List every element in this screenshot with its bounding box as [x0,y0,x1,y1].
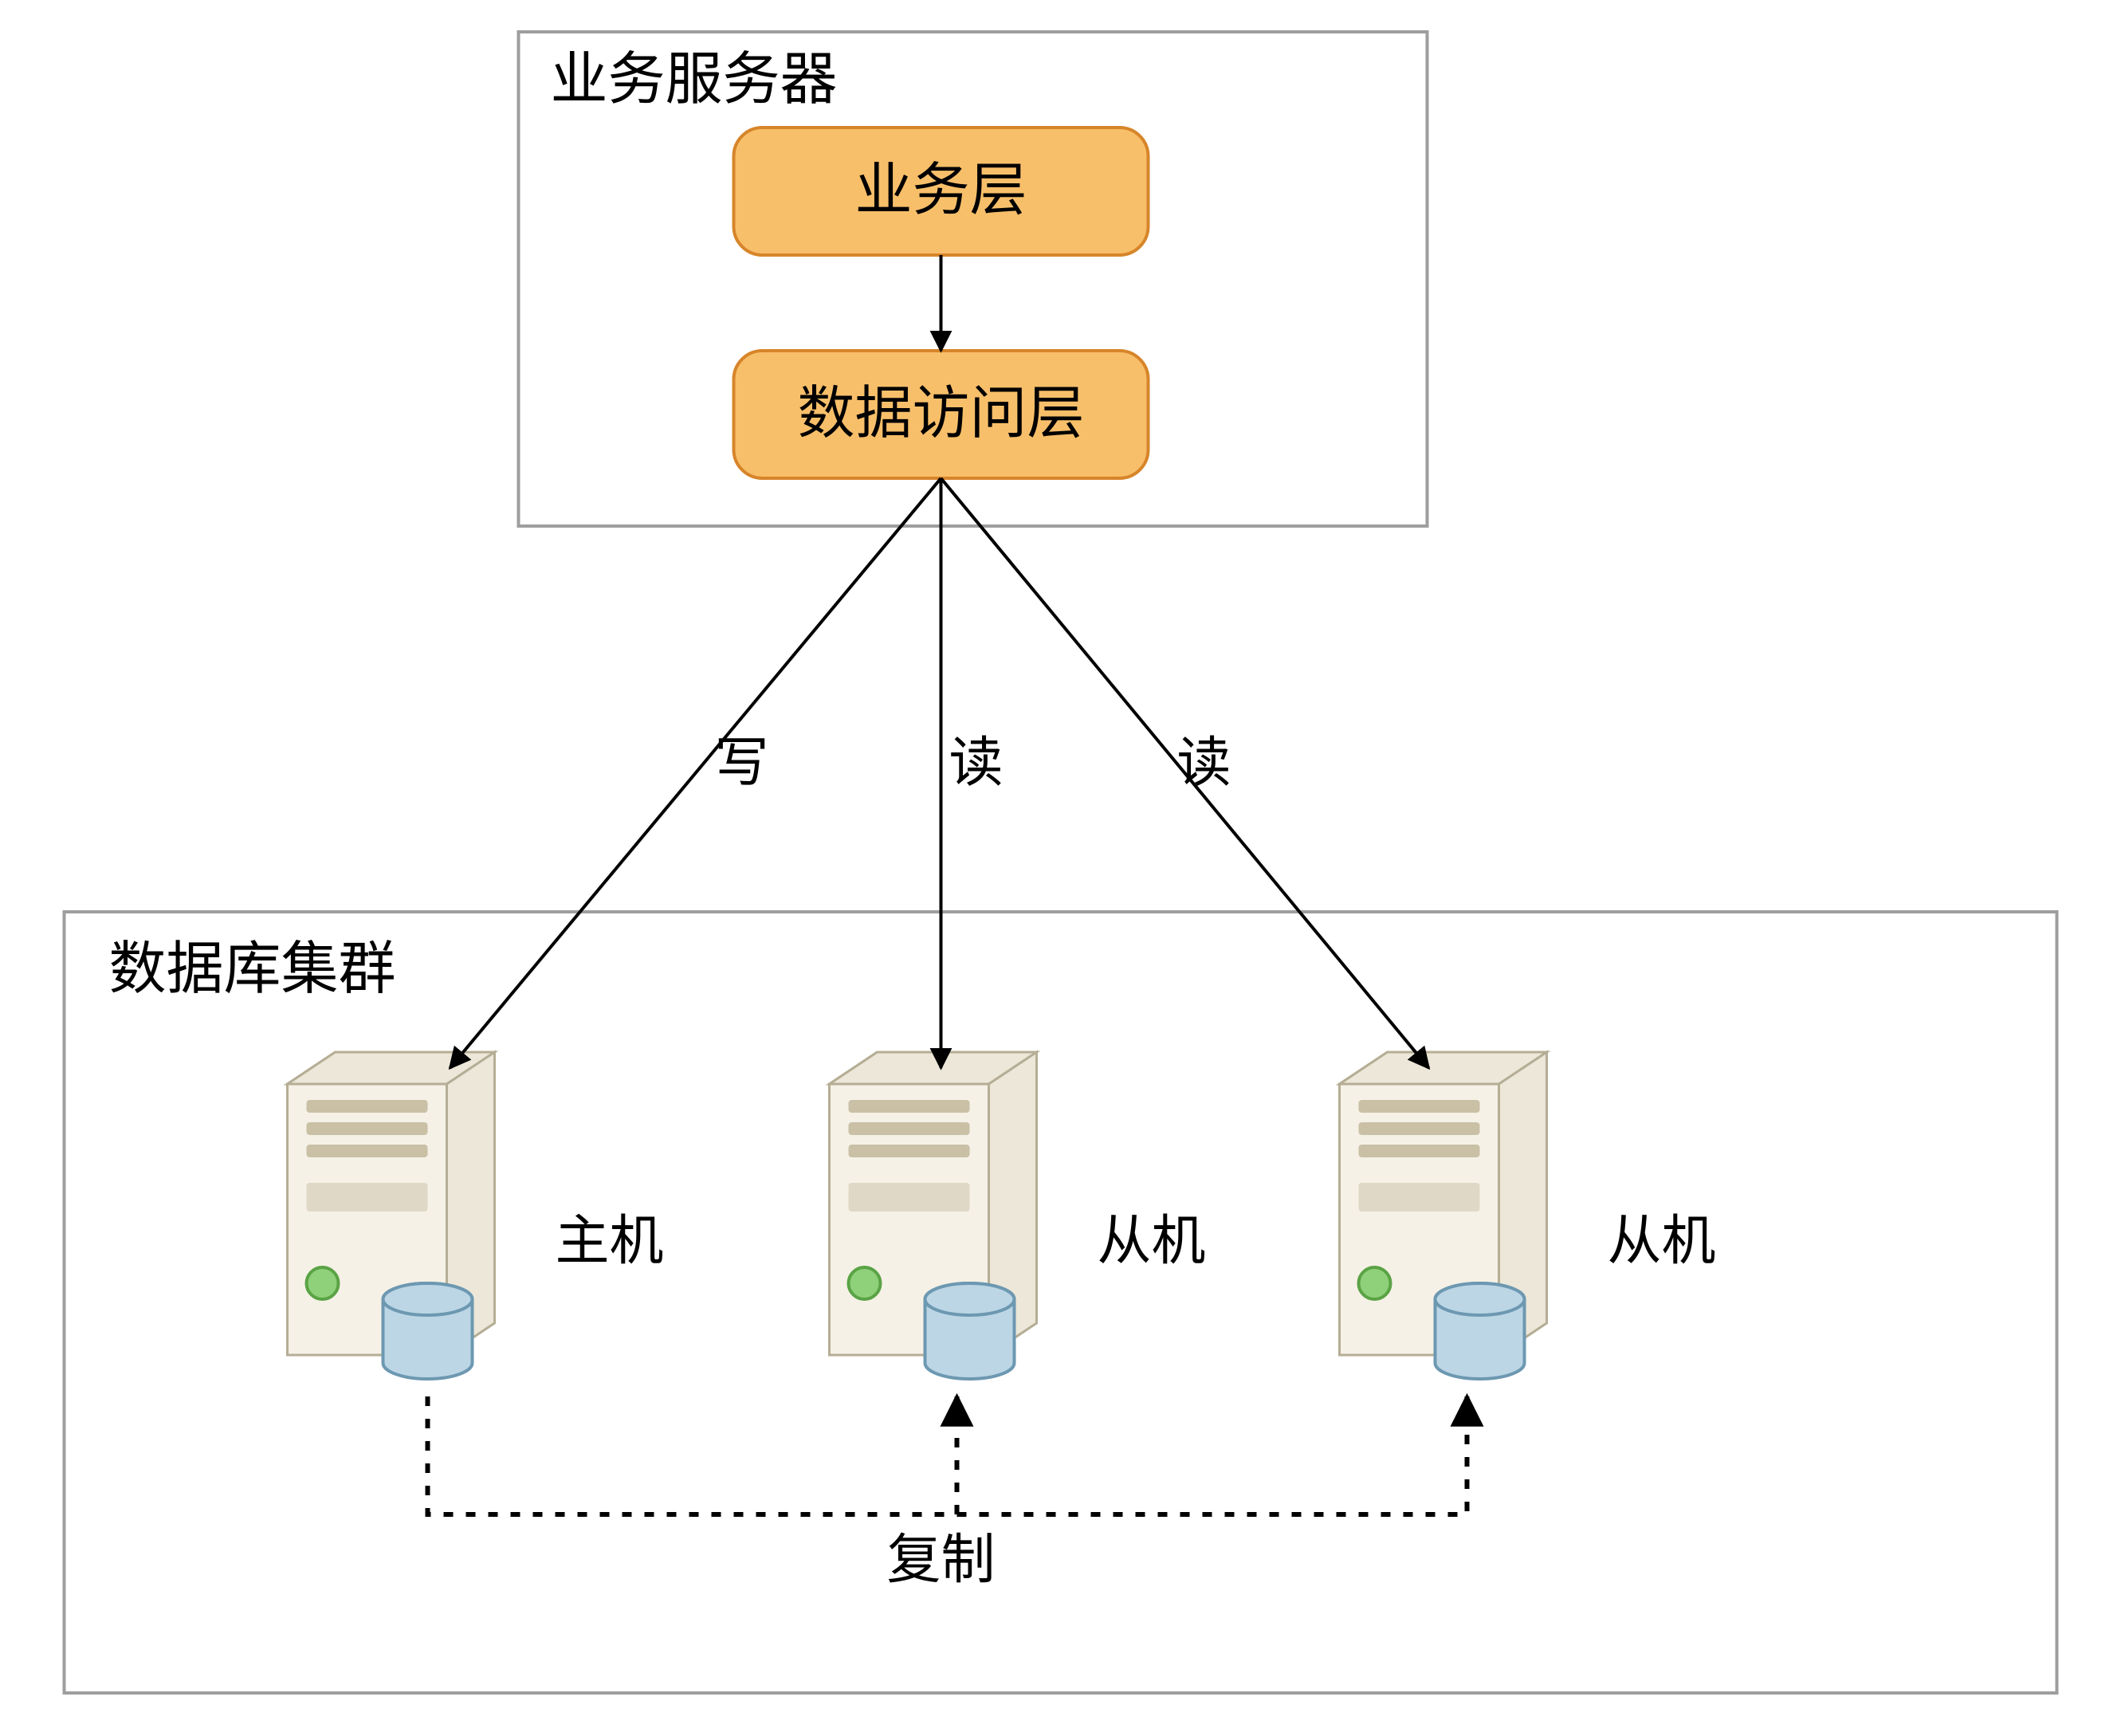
server-label: 从机 [1098,1211,1206,1271]
edge-replicate2 [428,1396,1467,1514]
edge-label: 读 [1176,732,1231,793]
server-label: 从机 [1608,1211,1716,1271]
container-label: 业务服务器 [551,48,838,112]
node-label: 业务层 [854,159,1027,222]
replicate-label: 复制 [886,1530,995,1590]
server-slave2: 从机 [1340,1052,1716,1379]
database-icon [383,1283,473,1379]
node-data_access_layer: 数据访问层 [734,351,1149,478]
power-led-icon [1359,1267,1391,1299]
server-label: 主机 [556,1211,664,1271]
database-icon [925,1283,1015,1379]
server-slave1: 从机 [830,1052,1206,1379]
database-icon [1436,1283,1525,1379]
power-led-icon [849,1267,881,1299]
edge-dal_to_master [450,478,941,1068]
edge-label: 读 [949,732,1003,793]
node-label: 数据访问层 [797,382,1084,446]
server-master: 主机 [288,1052,664,1379]
node-business_layer: 业务层 [734,128,1149,255]
edge-replicate1 [428,1396,957,1514]
edge-label: 写 [714,732,768,793]
power-led-icon [307,1267,339,1299]
container-label: 数据库集群 [109,937,396,1001]
